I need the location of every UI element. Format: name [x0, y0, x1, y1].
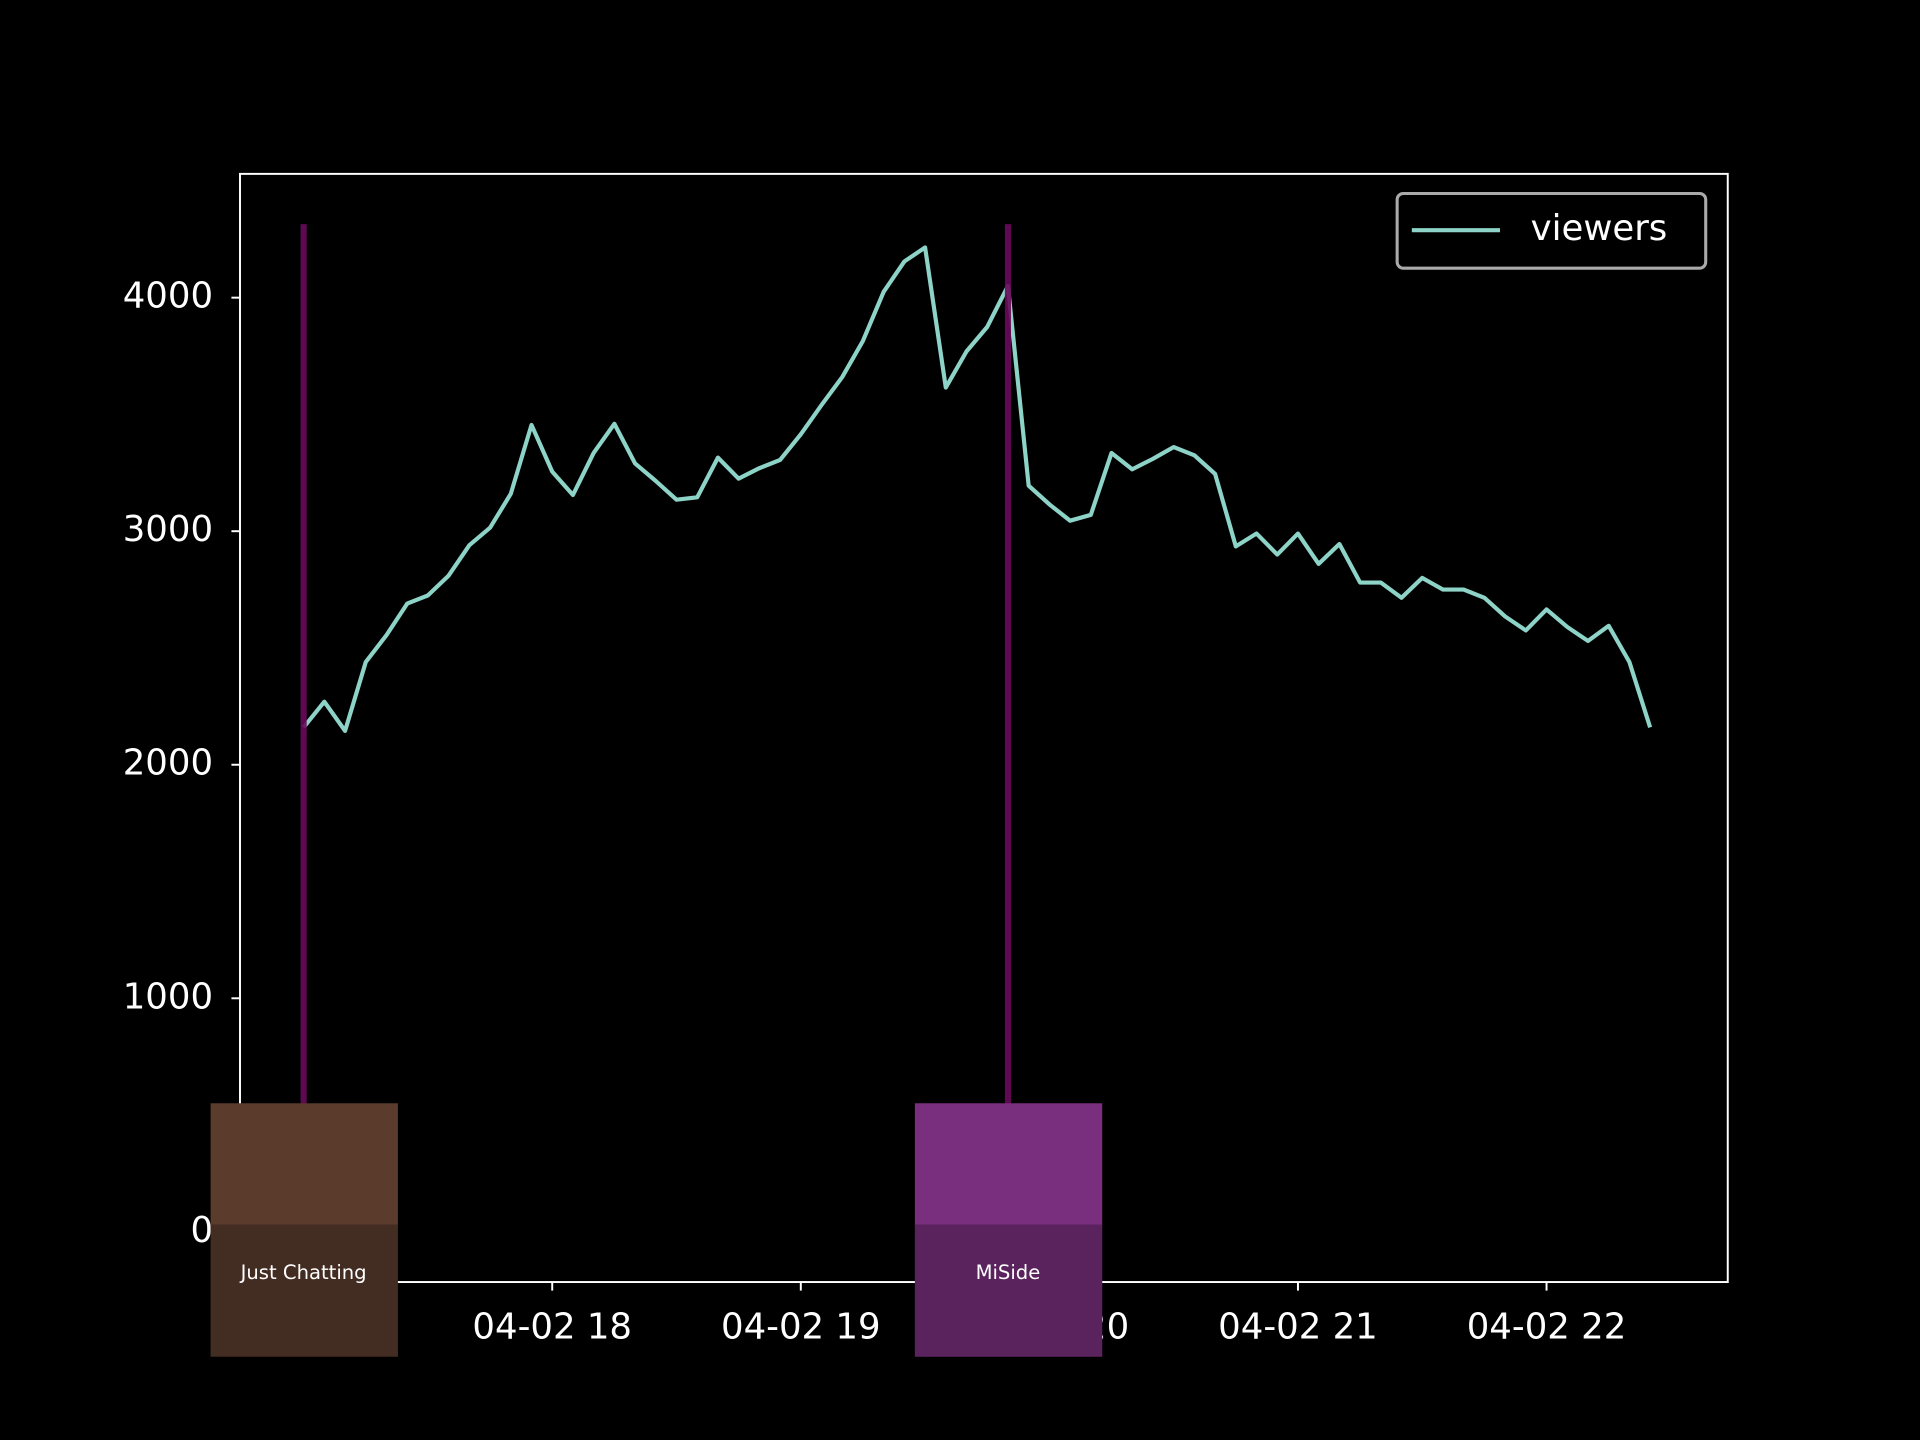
category-thumbnail-shade — [914, 1224, 1103, 1357]
y-tick-label: 4000 — [123, 276, 213, 317]
y-tick-label: 0 — [190, 1210, 213, 1251]
legend: viewers — [1395, 191, 1708, 270]
legend-label: viewers — [1531, 208, 1668, 249]
y-tick-label: 2000 — [123, 743, 213, 784]
category-label: MiSide — [976, 1261, 1041, 1284]
legend-box — [1395, 191, 1708, 270]
category-thumbnail-shade — [210, 1224, 398, 1357]
category-thumbnail — [914, 1103, 1103, 1357]
x-tick-label: 04-02 18 — [472, 1307, 632, 1348]
x-tick-label: 04-02 19 — [721, 1307, 881, 1348]
category-thumbnail — [210, 1103, 398, 1357]
y-tick-label: 1000 — [123, 976, 213, 1017]
x-tick-label: 04-02 21 — [1218, 1307, 1378, 1348]
y-tick-label: 3000 — [123, 509, 213, 550]
series-line — [302, 245, 1653, 733]
category-label: Just Chatting — [239, 1261, 367, 1284]
x-tick-label: 04-02 22 — [1467, 1307, 1627, 1348]
